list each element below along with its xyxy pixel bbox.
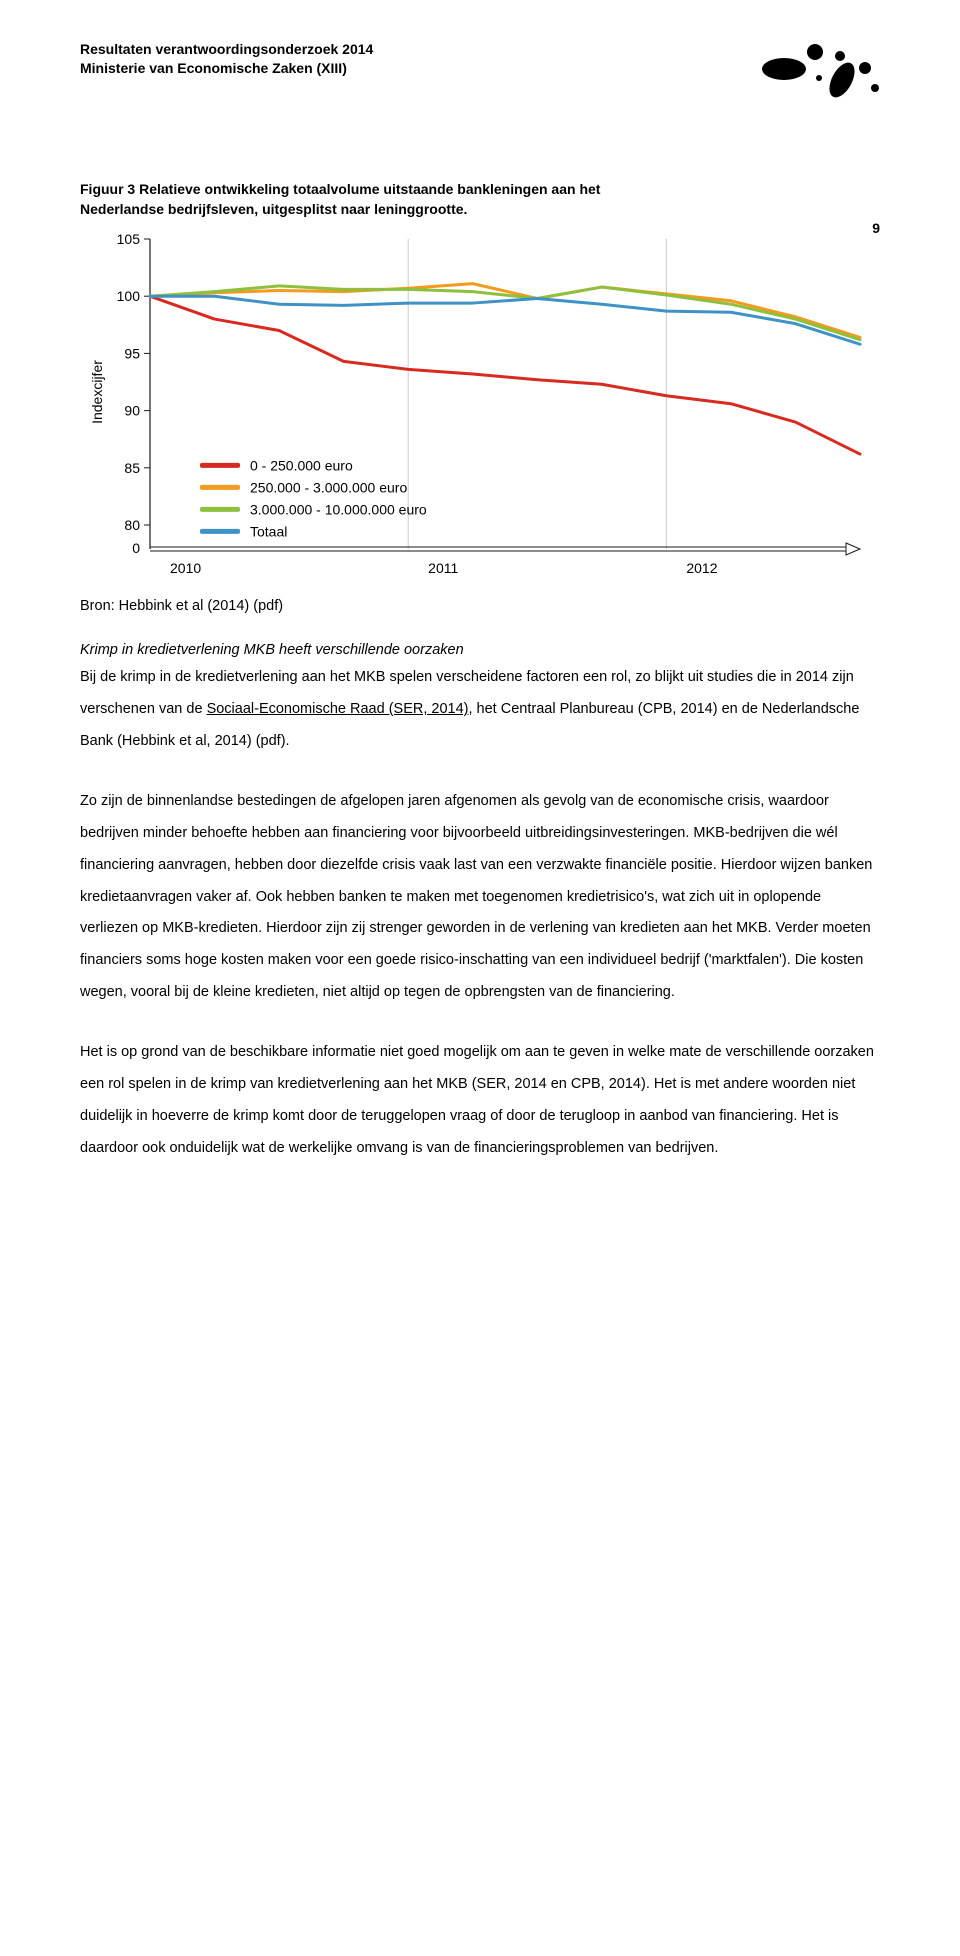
header-text: Resultaten verantwoordingsonderzoek 2014… [80, 40, 373, 78]
svg-text:80: 80 [124, 517, 140, 533]
svg-text:0: 0 [132, 540, 140, 556]
svg-text:2010: 2010 [170, 560, 201, 576]
svg-text:0 - 250.000 euro: 0 - 250.000 euro [250, 458, 353, 474]
figure-title-line2: Nederlandse bedrijfsleven, uitgesplitst … [80, 201, 467, 217]
svg-text:3.000.000 - 10.000.000 euro: 3.000.000 - 10.000.000 euro [250, 502, 427, 518]
chart: 80 85 90 95 100 105 0 Indexcijfer 2010 2011 2012 0 … [80, 229, 880, 594]
svg-text:Indexcijfer: Indexcijfer [89, 360, 105, 424]
paragraph-2: Zo zijn de binnenlandse bestedingen de a… [80, 786, 880, 1009]
page-number: 9 [872, 220, 880, 236]
header-line2: Ministerie van Economische Zaken (XIII) [80, 60, 347, 76]
paragraph-3: Het is op grond van de beschikbare infor… [80, 1037, 880, 1165]
svg-text:95: 95 [124, 346, 140, 362]
figure-title: Figuur 3 Relatieve ontwikkeling totaalvo… [80, 180, 880, 219]
svg-text:90: 90 [124, 403, 140, 419]
line-chart-svg: 80 85 90 95 100 105 0 Indexcijfer 2010 2011 2012 0 … [80, 229, 880, 589]
body-text: Bij de krimp in de kredietverlening aan … [80, 662, 880, 1164]
paragraph-1: Bij de krimp in de kredietverlening aan … [80, 662, 880, 758]
svg-text:85: 85 [124, 460, 140, 476]
subheading: Krimp in kredietverlening MKB heeft vers… [80, 642, 880, 658]
ser-link[interactable]: Sociaal-Economische Raad (SER, 2014) [207, 701, 469, 717]
svg-text:2011: 2011 [428, 560, 458, 576]
svg-text:2012: 2012 [686, 560, 717, 576]
figure-title-line1: Figuur 3 Relatieve ontwikkeling totaalvo… [80, 181, 600, 197]
svg-text:Totaal: Totaal [250, 524, 287, 540]
header-line1: Resultaten verantwoordingsonderzoek 2014 [80, 41, 373, 57]
svg-text:100: 100 [117, 288, 141, 304]
svg-text:105: 105 [117, 231, 141, 247]
chart-caption: Bron: Hebbink et al (2014) (pdf) [80, 598, 880, 614]
svg-text:250.000 - 3.000.000 euro: 250.000 - 3.000.000 euro [250, 480, 407, 496]
logo-icon [760, 40, 880, 100]
